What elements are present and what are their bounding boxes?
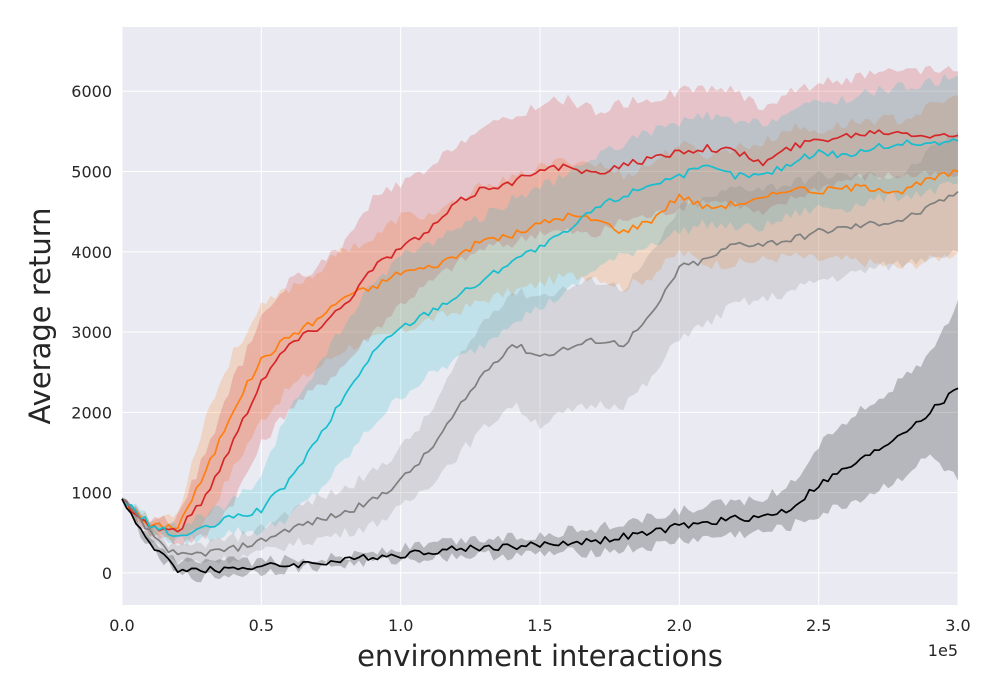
confidence-bands — [122, 65, 958, 583]
y-tick-label: 1000 — [71, 484, 112, 503]
y-tick-label: 6000 — [71, 82, 112, 101]
series-band — [122, 73, 958, 547]
series-band — [122, 131, 958, 565]
series-lines — [121, 129, 959, 574]
series-line — [121, 129, 959, 533]
y-tick-label: 0 — [102, 564, 112, 583]
x-tick-label: 0.5 — [249, 616, 274, 635]
y-axis-label: Average return — [23, 208, 57, 425]
x-tick-label: 2.5 — [806, 616, 831, 635]
x-tick-labels: 0.0 0.5 1.0 1.5 2.0 2.5 3.0 — [109, 616, 970, 635]
y-tick-label: 2000 — [71, 403, 112, 422]
series-band — [122, 65, 958, 545]
series-band — [122, 299, 958, 583]
x-axis-label: environment interactions — [357, 639, 723, 673]
x-tick-label: 3.0 — [945, 616, 970, 635]
series-line — [121, 387, 959, 574]
series-band — [122, 95, 958, 542]
x-axis-offset-label: 1e5 — [928, 641, 958, 660]
y-tick-label: 3000 — [71, 323, 112, 342]
x-tick-label: 1.5 — [527, 616, 552, 635]
grid — [121, 27, 959, 605]
y-tick-label: 4000 — [71, 243, 112, 262]
x-tick-label: 1.0 — [388, 616, 413, 635]
y-tick-labels: 0 1000 2000 3000 4000 5000 6000 — [71, 82, 112, 583]
x-tick-label: 2.0 — [667, 616, 692, 635]
x-tick-label: 0.0 — [109, 616, 134, 635]
y-tick-label: 5000 — [71, 163, 112, 182]
series-line — [121, 190, 959, 557]
series-line — [121, 138, 959, 537]
series-line — [121, 169, 959, 531]
